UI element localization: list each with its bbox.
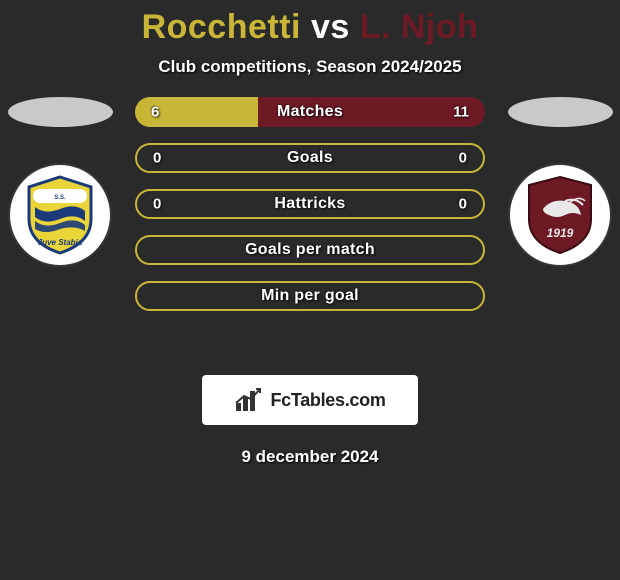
title-vs: vs <box>311 8 350 46</box>
svg-text:Juve Stabia: Juve Stabia <box>38 238 83 247</box>
subtitle: Club competitions, Season 2024/2025 <box>158 57 461 77</box>
bar-label: Goals <box>287 149 333 167</box>
player2-silhouette <box>508 97 613 127</box>
bar-value-right: 0 <box>459 150 467 167</box>
stat-bar-min-per-goal: Min per goal <box>135 281 485 311</box>
svg-text:1919: 1919 <box>547 226 574 240</box>
juve-stabia-shield-icon: S.S. Juve Stabia <box>25 175 95 255</box>
brand-badge: FcTables.com <box>202 375 418 425</box>
stat-bar-goals-per-match: Goals per match <box>135 235 485 265</box>
stats-card: Rocchetti vs L. Njoh Club competitions, … <box>0 0 620 467</box>
brand-text: FcTables.com <box>270 390 385 411</box>
svg-text:S.S.: S.S. <box>54 195 66 201</box>
stat-bar-hattricks: 0 0 Hattricks <box>135 189 485 219</box>
player1-column: S.S. Juve Stabia <box>0 97 120 265</box>
bar-label: Min per goal <box>261 287 359 305</box>
comparison-section: S.S. Juve Stabia 1919 611Matches00Goal <box>0 107 620 357</box>
player1-silhouette <box>8 97 113 127</box>
player2-name: L. Njoh <box>360 8 479 46</box>
stat-bar-matches: 6 11 Matches <box>135 97 485 127</box>
player1-team-badge: S.S. Juve Stabia <box>10 165 110 265</box>
fctables-logo-icon <box>234 387 264 413</box>
stat-bar-goals: 0 0 Goals <box>135 143 485 173</box>
bar-value-left: 6 <box>151 104 159 121</box>
salernitana-shield-icon: 1919 <box>525 175 595 255</box>
date-text: 9 december 2024 <box>241 447 378 467</box>
player1-name: Rocchetti <box>142 8 301 46</box>
bar-value-right: 0 <box>459 196 467 213</box>
bar-value-left: 0 <box>153 150 161 167</box>
player2-column: 1919 <box>500 97 620 265</box>
bar-value-left: 0 <box>153 196 161 213</box>
bar-label: Goals per match <box>245 241 375 259</box>
player2-team-badge: 1919 <box>510 165 610 265</box>
stat-bars: 6 11 Matches 0 0 Goals 0 0 Hattricks Goals per ma… <box>135 97 485 311</box>
bar-label: Matches <box>277 103 343 121</box>
bar-value-right: 11 <box>453 104 469 121</box>
bar-label: Hattricks <box>274 195 345 213</box>
page-title: Rocchetti vs L. Njoh <box>142 8 479 47</box>
